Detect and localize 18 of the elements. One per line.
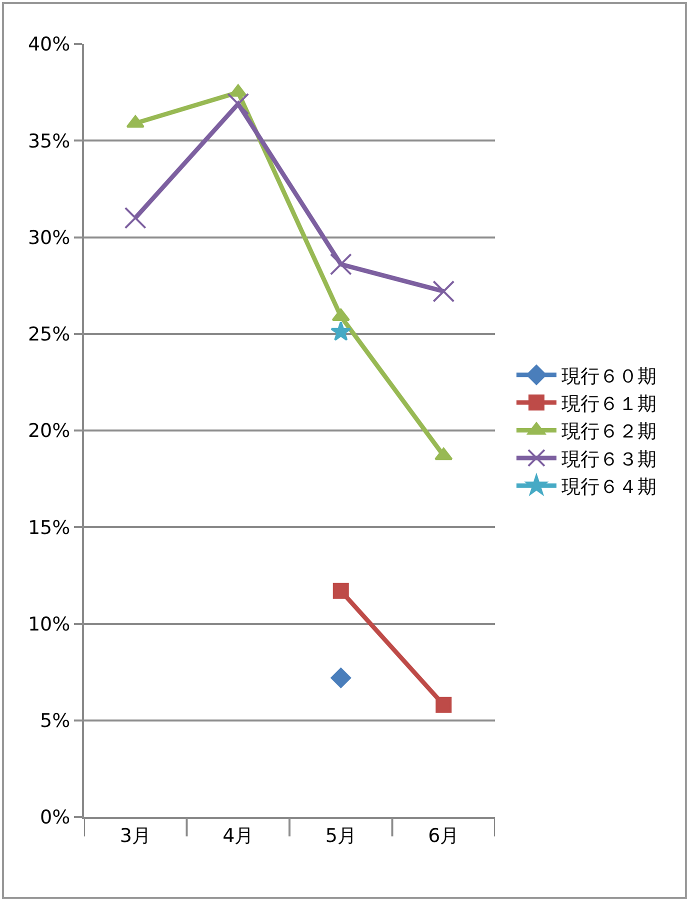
y-tick-label: 20% — [28, 420, 70, 442]
y-tick-label: 25% — [28, 324, 70, 346]
x-tick-label: 6月 — [428, 824, 460, 847]
y-tick-label: 30% — [28, 226, 70, 249]
y-tick-label: 15% — [28, 516, 70, 539]
x-tick-label: 3月 — [120, 824, 151, 847]
y-tick-label: 40% — [28, 34, 70, 56]
legend-label: 現行６４期 — [561, 476, 656, 498]
y-tick-label: 35% — [28, 130, 70, 152]
legend-label: 現行６２期 — [561, 420, 656, 443]
legend-label: 現行６３期 — [561, 448, 656, 470]
legend-label: 現行６１期 — [561, 392, 656, 415]
x-tick-label: 5月 — [325, 824, 356, 847]
y-tick-label: 5% — [40, 710, 70, 732]
legend-label: 現行６０期 — [561, 365, 656, 388]
y-tick-label: 0% — [40, 806, 70, 829]
x-tick-label: 4月 — [222, 824, 254, 847]
y-tick-label: 10% — [28, 613, 70, 636]
